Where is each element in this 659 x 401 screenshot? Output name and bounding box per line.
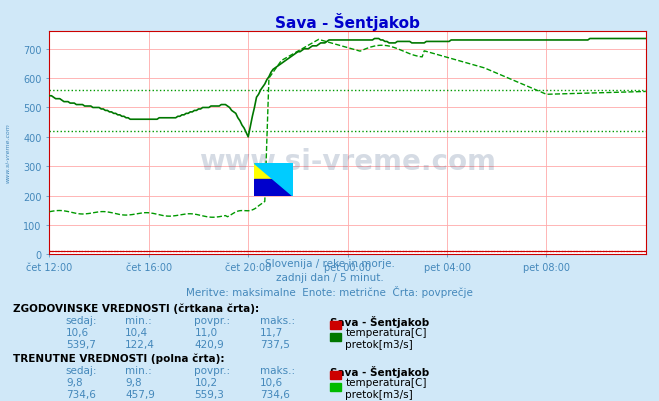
Text: 10,2: 10,2 (194, 377, 217, 387)
Text: pretok[m3/s]: pretok[m3/s] (345, 339, 413, 349)
Text: 559,3: 559,3 (194, 389, 224, 399)
Text: 10,4: 10,4 (125, 327, 148, 337)
Text: 122,4: 122,4 (125, 339, 155, 349)
Text: 11,0: 11,0 (194, 327, 217, 337)
Text: 539,7: 539,7 (66, 339, 96, 349)
Text: sedaj:: sedaj: (66, 315, 98, 325)
Text: povpr.:: povpr.: (194, 315, 231, 325)
Text: 10,6: 10,6 (66, 327, 89, 337)
Text: ZGODOVINSKE VREDNOSTI (črtkana črta):: ZGODOVINSKE VREDNOSTI (črtkana črta): (13, 303, 259, 313)
Text: 737,5: 737,5 (260, 339, 290, 349)
Text: pretok[m3/s]: pretok[m3/s] (345, 389, 413, 399)
Text: 420,9: 420,9 (194, 339, 224, 349)
Text: 9,8: 9,8 (125, 377, 142, 387)
Text: 457,9: 457,9 (125, 389, 155, 399)
Text: 734,6: 734,6 (66, 389, 96, 399)
Title: Sava - Šentjakob: Sava - Šentjakob (275, 13, 420, 31)
Text: min.:: min.: (125, 315, 152, 325)
Text: temperatura[C]: temperatura[C] (345, 377, 427, 387)
Text: zadnji dan / 5 minut.: zadnji dan / 5 minut. (275, 272, 384, 282)
Text: www.si-vreme.com: www.si-vreme.com (5, 123, 11, 182)
Text: TRENUTNE VREDNOSTI (polna črta):: TRENUTNE VREDNOSTI (polna črta): (13, 353, 225, 363)
Text: sedaj:: sedaj: (66, 365, 98, 375)
Text: 9,8: 9,8 (66, 377, 82, 387)
Text: www.si-vreme.com: www.si-vreme.com (199, 147, 496, 175)
Text: min.:: min.: (125, 365, 152, 375)
Text: 734,6: 734,6 (260, 389, 290, 399)
Text: Sava - Šentjakob: Sava - Šentjakob (330, 315, 429, 327)
Text: povpr.:: povpr.: (194, 365, 231, 375)
Text: Slovenija / reke in morje.: Slovenija / reke in morje. (264, 259, 395, 269)
Text: 11,7: 11,7 (260, 327, 283, 337)
Text: 10,6: 10,6 (260, 377, 283, 387)
Text: maks.:: maks.: (260, 365, 295, 375)
Text: Meritve: maksimalne  Enote: metrične  Črta: povprečje: Meritve: maksimalne Enote: metrične Črta… (186, 285, 473, 297)
Text: maks.:: maks.: (260, 315, 295, 325)
Text: temperatura[C]: temperatura[C] (345, 327, 427, 337)
Text: Sava - Šentjakob: Sava - Šentjakob (330, 365, 429, 377)
